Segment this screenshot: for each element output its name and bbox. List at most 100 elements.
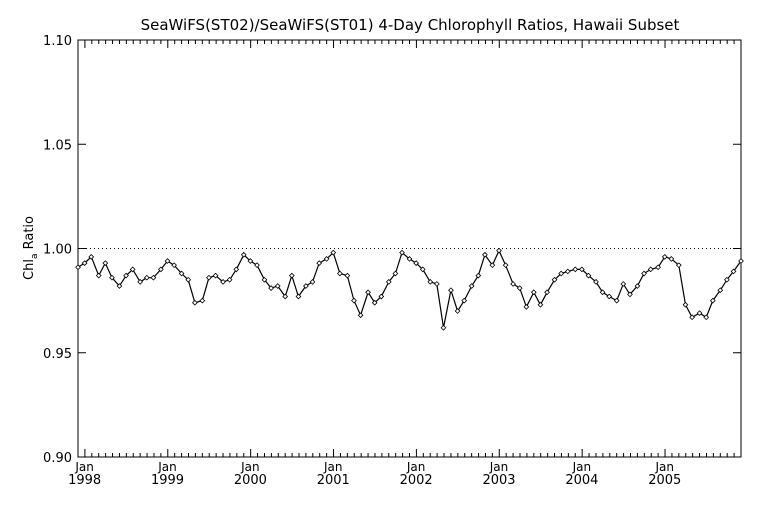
data-point <box>689 314 695 321</box>
data-point <box>109 274 115 281</box>
y-axis-label-main: Chl <box>22 259 37 280</box>
data-point <box>295 293 302 300</box>
data-point <box>392 270 399 277</box>
data-point <box>454 308 461 314</box>
data-point <box>399 249 405 256</box>
data-point <box>440 324 447 331</box>
data-point <box>143 274 150 281</box>
x-tick-year-label: 1998 <box>68 473 101 488</box>
data-point <box>620 281 627 287</box>
data-point <box>220 278 226 285</box>
data-point <box>206 274 212 281</box>
data-point <box>523 304 530 310</box>
data-point <box>593 278 599 285</box>
data-point <box>613 297 620 304</box>
data-point <box>371 299 378 306</box>
data-point <box>433 281 440 287</box>
data-point <box>537 301 544 308</box>
data-point <box>199 297 206 304</box>
data-point <box>489 262 496 269</box>
x-tick-month-label: Jan <box>323 460 343 474</box>
data-point <box>599 289 606 296</box>
data-point <box>178 270 185 277</box>
data-point <box>606 293 613 300</box>
data-point <box>448 287 454 294</box>
y-axis: 0.90 0.95 1.00 1.05 1.10 <box>43 34 741 466</box>
data-point <box>254 262 260 269</box>
x-tick-month-label: Jan <box>489 460 509 474</box>
data-point <box>164 258 171 264</box>
data-point <box>129 266 136 273</box>
chart-title: SeaWiFS(ST02)/SeaWiFS(ST01) 4-Day Chloro… <box>141 16 680 34</box>
data-point <box>81 260 88 266</box>
data-point <box>634 283 641 289</box>
data-point <box>88 253 95 260</box>
data-point <box>316 260 323 266</box>
x-axis: Jan1998Jan1999Jan2000Jan2001Jan2002Jan20… <box>68 40 742 488</box>
x-tick-month-label: Jan <box>572 460 592 474</box>
data-point <box>378 293 385 300</box>
data-point <box>288 272 295 279</box>
data-point <box>502 262 509 269</box>
y-tick-label: 0.95 <box>43 347 72 362</box>
data-point <box>461 297 468 304</box>
data-point <box>703 314 710 321</box>
y-axis-label-tail: Ratio <box>22 216 37 254</box>
data-point <box>240 251 247 258</box>
data-point <box>647 266 654 273</box>
data-point <box>102 260 109 266</box>
data-point <box>496 247 502 254</box>
data-point <box>730 268 737 275</box>
data-point <box>274 283 281 289</box>
data-point <box>365 289 371 296</box>
data-point <box>95 272 102 279</box>
data-point <box>482 251 488 258</box>
data-point <box>682 301 689 308</box>
data-point <box>655 264 661 271</box>
data-point <box>406 256 413 262</box>
data-point <box>212 272 219 279</box>
data-point <box>717 287 724 294</box>
data-series <box>75 247 744 331</box>
data-point <box>185 276 192 283</box>
y-tick-label: 1.10 <box>43 34 72 49</box>
data-point <box>344 272 351 279</box>
x-tick-month-label: Jan <box>240 460 260 474</box>
x-tick-month-label: Jan <box>406 460 426 474</box>
data-point <box>572 266 579 273</box>
data-point <box>738 258 744 264</box>
data-point <box>661 253 668 260</box>
data-point <box>475 272 482 279</box>
data-point <box>116 283 123 289</box>
data-point <box>330 249 337 256</box>
data-point <box>303 283 309 289</box>
data-point <box>150 274 157 281</box>
data-point <box>137 278 144 285</box>
data-point <box>668 256 675 262</box>
x-tick-year-label: 2003 <box>482 473 515 488</box>
data-point <box>282 293 289 300</box>
x-tick-year-label: 2002 <box>400 473 433 488</box>
data-point <box>233 266 240 273</box>
y-tick-label: 1.00 <box>43 243 72 258</box>
data-point <box>413 260 419 266</box>
data-point <box>357 312 364 319</box>
data-point <box>268 285 274 291</box>
data-point <box>675 262 682 269</box>
x-tick-month-label: Jan <box>655 460 675 474</box>
data-point <box>247 258 254 264</box>
data-point <box>585 272 592 279</box>
x-tick-year-label: 1999 <box>151 473 184 488</box>
data-point <box>226 276 233 283</box>
data-point <box>551 276 558 283</box>
data-point <box>158 266 164 273</box>
data-point <box>516 285 523 291</box>
y-tick-label: 1.05 <box>43 138 72 153</box>
data-point <box>696 310 703 317</box>
series-line <box>77 249 742 328</box>
data-point <box>558 270 565 277</box>
data-point <box>337 270 343 277</box>
data-point <box>385 278 392 285</box>
data-point <box>709 297 716 304</box>
data-point <box>510 281 516 287</box>
